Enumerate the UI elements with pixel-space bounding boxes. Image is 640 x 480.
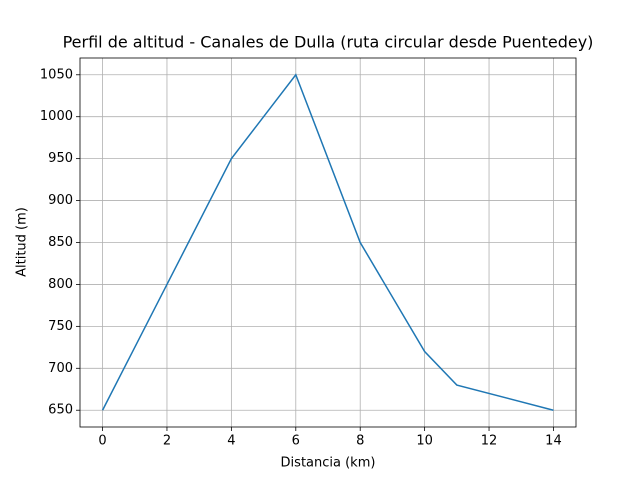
y-tick-label: 900 <box>48 193 73 208</box>
plot <box>101 73 554 411</box>
y-tick-label: 1050 <box>40 67 73 82</box>
y-tick-label: 800 <box>48 277 73 292</box>
y-tick-label: 1000 <box>40 109 73 124</box>
y-tick-label: 650 <box>48 403 73 418</box>
x-tick-label: 2 <box>163 434 171 449</box>
x-tick-label: 0 <box>98 434 106 449</box>
x-axis-label: Distancia (km) <box>281 456 376 471</box>
x-tick-label: 10 <box>416 434 433 449</box>
y-tick-label: 850 <box>48 235 73 250</box>
plot-frame <box>79 57 577 428</box>
x-tick-label: 4 <box>227 434 235 449</box>
grid: 0 2 4 6 8 10 12 14 650 700 750 800 850 900 950 1000 1050 <box>40 58 576 449</box>
x-tick-label: 8 <box>356 434 364 449</box>
line-series <box>101 73 554 411</box>
y-tick-label: 700 <box>48 361 73 376</box>
y-axis-label: Altitud (m) <box>15 207 30 277</box>
x-tick-label: 12 <box>481 434 498 449</box>
x-tick-label: 14 <box>545 434 562 449</box>
chart-title: Perfil de altitud - Canales de Dulla (ru… <box>63 33 594 52</box>
x-tick-label: 6 <box>292 434 300 449</box>
y-tick-label: 750 <box>48 319 73 334</box>
y-tick-label: 950 <box>48 151 73 166</box>
